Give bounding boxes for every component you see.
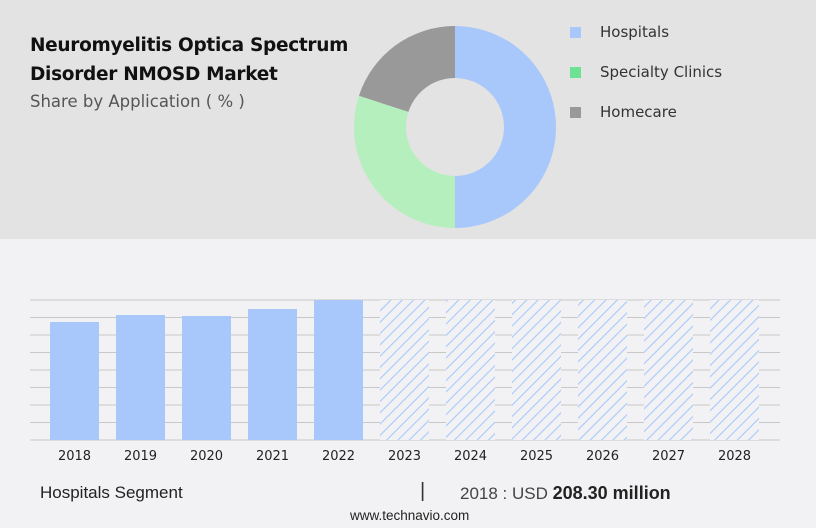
bar-forecast-2026 [578,300,627,440]
bar-series [50,300,759,440]
bar-forecast-2028 [710,300,759,440]
title-line-1: Neuromyelitis Optica Spectrum [30,35,349,56]
x-tick-label: 2022 [322,449,355,464]
donut-slice-specialty-clinics [354,95,455,229]
x-tick-label: 2019 [124,449,157,464]
bar-forecast-2024 [446,300,495,440]
x-tick-label: 2023 [388,449,421,464]
x-tick-label: 2024 [454,449,487,464]
chart-title: Neuromyelitis Optica Spectrum Disorder N… [30,31,348,89]
bar-2022 [314,300,363,440]
x-tick-label: 2021 [256,449,289,464]
segment-value: 2018 : USD 208.30 million [460,483,671,504]
bar-forecast-2025 [512,300,561,440]
legend-item-hospitals: Hospitals [570,12,722,52]
source-url[interactable]: www.technavio.com [350,508,470,523]
donut-chart [354,26,556,229]
legend-label: Specialty Clinics [600,63,723,81]
legend-swatch [570,26,581,38]
legend: Hospitals Specialty Clinics Homecare [570,12,722,132]
legend-item-specialty-clinics: Specialty Clinics [570,52,722,92]
x-tick-label: 2020 [190,449,223,464]
title-line-2: Disorder NMOSD Market [30,64,278,85]
legend-item-homecare: Homecare [570,92,722,132]
bar-2018 [50,321,99,440]
bar-forecast-2027 [644,300,693,440]
legend-swatch [570,66,581,78]
chart-subtitle: Share by Application ( % ) [30,92,245,111]
bar-2021 [248,309,297,440]
bar-forecast-2023 [380,300,429,440]
x-axis-ticks: 2018 2019 2020 2021 2022 2023 2024 2025 2026 2027… [58,449,751,464]
donut-slice-hospitals [455,26,556,228]
x-tick-label: 2027 [652,449,685,464]
legend-swatch [570,106,581,118]
x-tick-label: 2026 [586,449,619,464]
segment-amount: 208.30 million [552,483,671,503]
legend-label: Homecare [600,103,677,121]
footer-separator: | [420,480,426,502]
x-tick-label: 2028 [718,449,751,464]
segment-year: 2018 : USD [460,484,548,503]
legend-label: Hospitals [600,23,670,41]
donut-slice-homecare [358,26,455,112]
x-tick-label: 2018 [58,449,91,464]
bar-2020 [182,315,231,440]
segment-label: Hospitals Segment [40,483,183,502]
x-tick-label: 2025 [520,449,553,464]
bar-2019 [116,315,165,440]
